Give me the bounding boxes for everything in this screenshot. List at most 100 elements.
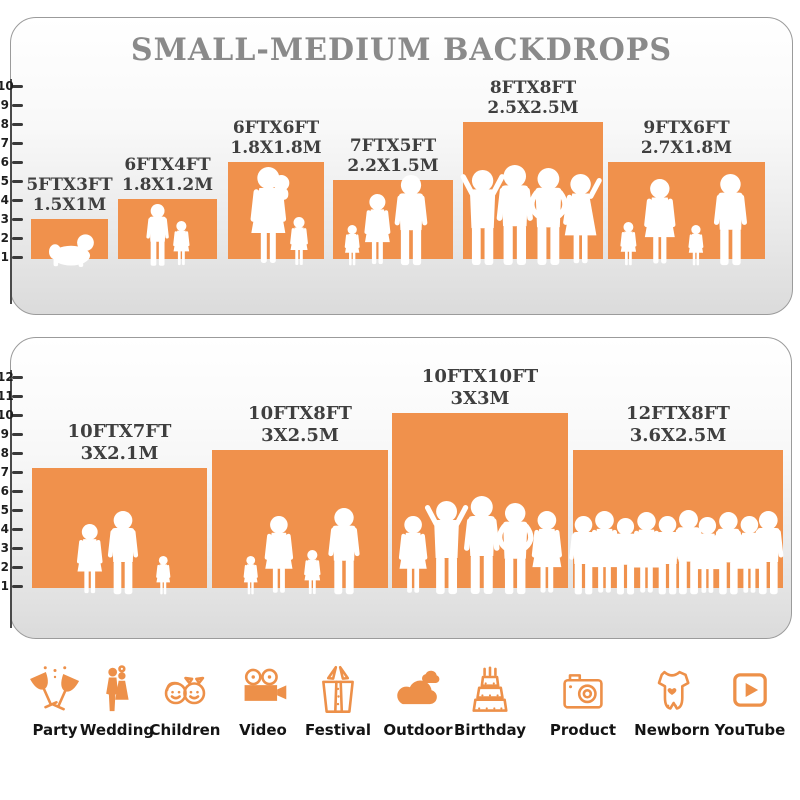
size-ft-text: 10FTX8FT bbox=[248, 403, 352, 425]
ruler-tick-label: 6 bbox=[0, 155, 9, 169]
backdrop-bar bbox=[31, 219, 108, 267]
ruler-tick bbox=[12, 566, 23, 569]
ruler-tick-label: 3 bbox=[0, 541, 9, 555]
backdrop-bar bbox=[460, 122, 603, 266]
size-ft-text: 9FTX6FT bbox=[643, 117, 730, 138]
party-icon bbox=[3, 660, 107, 716]
backdrop-bar bbox=[392, 413, 568, 595]
page-title: SMALL-MEDIUM BACKDROPS bbox=[130, 32, 673, 68]
outdoor-icon bbox=[366, 660, 470, 716]
ruler-tick bbox=[12, 433, 23, 436]
figure-man bbox=[753, 511, 784, 595]
children-icon bbox=[133, 660, 237, 716]
wedding-icon bbox=[65, 660, 169, 716]
ruler-tick bbox=[12, 452, 23, 455]
ruler-tick bbox=[12, 199, 23, 202]
size-m-text: 1.8X1.2M bbox=[121, 175, 214, 196]
size-m-text: 3X2.5M bbox=[261, 425, 339, 447]
people-silhouette bbox=[49, 234, 94, 267]
ruler-tick bbox=[12, 142, 23, 145]
newborn-icon bbox=[620, 660, 724, 716]
backdrop-size-label: 12FTX8FT 3.6X2.5M bbox=[626, 403, 730, 447]
category-birthday: Birthday bbox=[438, 660, 542, 739]
figure-man-arms-up bbox=[424, 501, 469, 595]
size-m-text: 2.5X2.5M bbox=[487, 98, 579, 119]
category-outdoor: Outdoor bbox=[366, 660, 470, 739]
backdrop-bar bbox=[32, 468, 207, 595]
ruler-tick bbox=[12, 237, 23, 240]
backdrop-bar bbox=[608, 162, 765, 266]
backdrop-bar bbox=[333, 175, 453, 266]
figure-girl bbox=[620, 222, 637, 266]
video-icon bbox=[211, 660, 315, 716]
ruler-tick-label: 2 bbox=[0, 560, 9, 574]
ruler-tick-label: 2 bbox=[0, 231, 9, 245]
size-ft-text: 6FTX6FT bbox=[232, 117, 320, 138]
backdrop-bar bbox=[228, 162, 324, 265]
category-newborn: Newborn bbox=[620, 660, 724, 739]
people-silhouette bbox=[243, 508, 360, 595]
size-m-text: 2.2X1.5M bbox=[347, 156, 439, 177]
ruler-tick bbox=[12, 104, 23, 107]
category-label: Video bbox=[239, 721, 287, 739]
people-silhouette bbox=[398, 496, 562, 595]
people-silhouette bbox=[76, 511, 171, 595]
figure-crawling-baby bbox=[49, 234, 94, 267]
category-label: Children bbox=[149, 721, 221, 739]
figure-woman bbox=[364, 194, 391, 265]
ruler-axis bbox=[10, 79, 12, 304]
figure-man-hands-on-hips bbox=[529, 168, 568, 266]
backdrop-size-label: 9FTX6FT 2.7X1.8M bbox=[641, 118, 732, 159]
ruler-tick-label: 1 bbox=[0, 250, 9, 264]
category-label: Outdoor bbox=[383, 721, 453, 739]
size-m-text: 1.8X1.8M bbox=[230, 138, 322, 159]
figure-man-hands-on-hips bbox=[497, 503, 534, 595]
ruler-tick bbox=[12, 161, 23, 164]
backdrop-size-label: 6FTX4FT 1.8X1.2M bbox=[122, 155, 213, 196]
figure-man bbox=[328, 508, 360, 595]
backdrop-size-label: 10FTX7FT 3X2.1M bbox=[68, 421, 172, 465]
figure-man bbox=[464, 496, 500, 594]
backdrop-bar bbox=[569, 450, 784, 595]
ruler-tick-label: 4 bbox=[0, 193, 9, 207]
youtube-icon bbox=[698, 660, 800, 716]
backdrop-size-label: 10FTX10FT 3X3M bbox=[422, 366, 538, 410]
backdrop-size-label: 7FTX5FT 2.2X1.5M bbox=[347, 136, 438, 177]
figure-girl bbox=[173, 221, 190, 266]
ruler-tick-label: 5 bbox=[0, 174, 9, 188]
figure-mother-holding-baby bbox=[250, 167, 290, 263]
ruler-tick bbox=[12, 180, 23, 183]
category-children: Children bbox=[133, 660, 237, 739]
figure-woman-arm-up bbox=[563, 174, 602, 264]
category-label: Wedding bbox=[79, 721, 155, 739]
figure-toddler bbox=[344, 225, 360, 266]
ruler-tick-label: 8 bbox=[0, 446, 9, 460]
ruler-tick bbox=[12, 509, 23, 512]
category-label: Festival bbox=[304, 721, 372, 739]
figure-man bbox=[653, 516, 682, 595]
ruler-axis bbox=[10, 370, 12, 628]
figure-girl bbox=[290, 217, 308, 265]
category-label: Birthday bbox=[454, 721, 526, 739]
figure-woman bbox=[398, 516, 428, 593]
size-ft-text: 7FTX5FT bbox=[349, 135, 437, 156]
ruler-tick-label: 12 bbox=[0, 370, 14, 384]
backdrop-size-label: 8FTX8FT 2.5X2.5M bbox=[487, 78, 578, 119]
ruler-tick bbox=[12, 547, 23, 550]
size-m-text: 2.7X1.8M bbox=[640, 138, 733, 159]
ruler-tick bbox=[12, 256, 23, 259]
backdrop-bar bbox=[118, 199, 217, 266]
size-m-text: 3X2.1M bbox=[80, 443, 159, 465]
category-party: Party bbox=[3, 660, 107, 739]
figure-toddler bbox=[243, 556, 258, 595]
size-ft-text: 5FTX3FT bbox=[26, 174, 113, 195]
size-m-text: 1.5X1M bbox=[32, 195, 107, 216]
ruler-tick-label: 4 bbox=[0, 522, 9, 536]
people-silhouette bbox=[344, 175, 428, 266]
figure-man bbox=[107, 511, 139, 595]
size-ft-text: 8FTX8FT bbox=[489, 77, 577, 98]
figure-girl bbox=[688, 225, 704, 266]
panel-small-medium-bottom: 12345678910111210FTX7FT3X2.1M10FTX8FT3X2… bbox=[0, 337, 792, 639]
backdrop-bar bbox=[212, 450, 388, 595]
size-ft-text: 12FTX8FT bbox=[626, 403, 730, 425]
